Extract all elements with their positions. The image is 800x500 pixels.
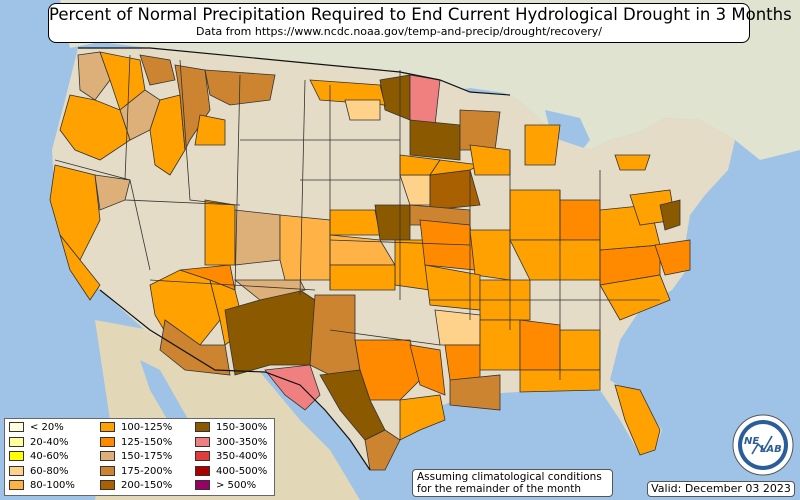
legend-label: 150-175% (121, 451, 173, 462)
legend-swatch (195, 451, 210, 461)
legend-swatch (100, 436, 115, 447)
us-canada-border (78, 47, 511, 96)
legend-item: 40-60% (9, 451, 69, 463)
logo-text-ne: NE (744, 436, 759, 447)
legend: < 20% 20-40% 40-60% 60-80% 80-100% 100-125% 12… (4, 418, 275, 496)
note-line-1: Assuming climatological conditions (417, 471, 602, 483)
legend-label: 100-125% (121, 422, 173, 433)
legend-swatch (9, 480, 24, 490)
legend-item: > 500% (195, 480, 256, 492)
assumption-note: Assuming climatological conditions for t… (412, 469, 613, 497)
legend-item: 200-150% (100, 480, 172, 492)
legend-item: 125-150% (100, 436, 173, 449)
legend-swatch (195, 422, 210, 432)
legend-item: 150-300% (195, 422, 267, 434)
legend-label: 200-150% (121, 480, 173, 491)
legend-label: > 500% (216, 480, 257, 491)
legend-label: 40-60% (30, 451, 69, 462)
legend-swatch (9, 451, 24, 461)
legend-item: 175-200% (100, 465, 173, 478)
legend-swatch (100, 465, 115, 476)
legend-item: 100-125% (100, 422, 172, 434)
legend-label: 350-400% (216, 451, 268, 462)
nexlab-logo: NE LAB (732, 414, 794, 476)
title-box: Percent of Normal Precipitation Required… (48, 3, 792, 43)
legend-swatch (100, 451, 115, 461)
legend-label: 60-80% (30, 465, 69, 477)
legend-item: 150-175% (100, 451, 172, 463)
legend-label: 300-350% (216, 436, 268, 448)
note-line-2: for the remainder of the month (417, 483, 582, 495)
legend-label: 125-150% (121, 436, 173, 448)
logo-text-lab: LAB (760, 444, 782, 455)
legend-label: 20-40% (30, 436, 69, 448)
legend-swatch (100, 480, 115, 490)
valid-date: Valid: December 03 2023 (647, 481, 795, 497)
legend-label: 80-100% (30, 480, 75, 491)
legend-swatch (195, 465, 210, 476)
legend-swatch (9, 465, 24, 476)
legend-item: 300-350% (195, 436, 268, 449)
drought-regions (49, 51, 691, 471)
legend-label: 150-300% (216, 422, 268, 433)
map-title: Percent of Normal Precipitation Required… (49, 5, 792, 24)
legend-label: < 20% (30, 422, 64, 433)
legend-swatch (195, 480, 210, 490)
us-mexico-border (99, 289, 371, 471)
legend-item: 20-40% (9, 436, 69, 449)
map-subtitle: Data from https://www.ncdc.noaa.gov/temp… (196, 25, 602, 38)
state-borders (54, 54, 660, 380)
legend-label: 175-200% (121, 465, 173, 477)
legend-swatch (9, 422, 24, 432)
legend-item: 400-500% (195, 465, 268, 478)
legend-item: < 20% (9, 422, 64, 434)
legend-swatch (9, 436, 24, 447)
legend-item: 350-400% (195, 451, 267, 463)
legend-item: 80-100% (9, 480, 75, 492)
legend-swatch (100, 422, 115, 432)
legend-item: 60-80% (9, 465, 69, 478)
legend-label: 400-500% (216, 465, 268, 477)
legend-swatch (195, 436, 210, 447)
